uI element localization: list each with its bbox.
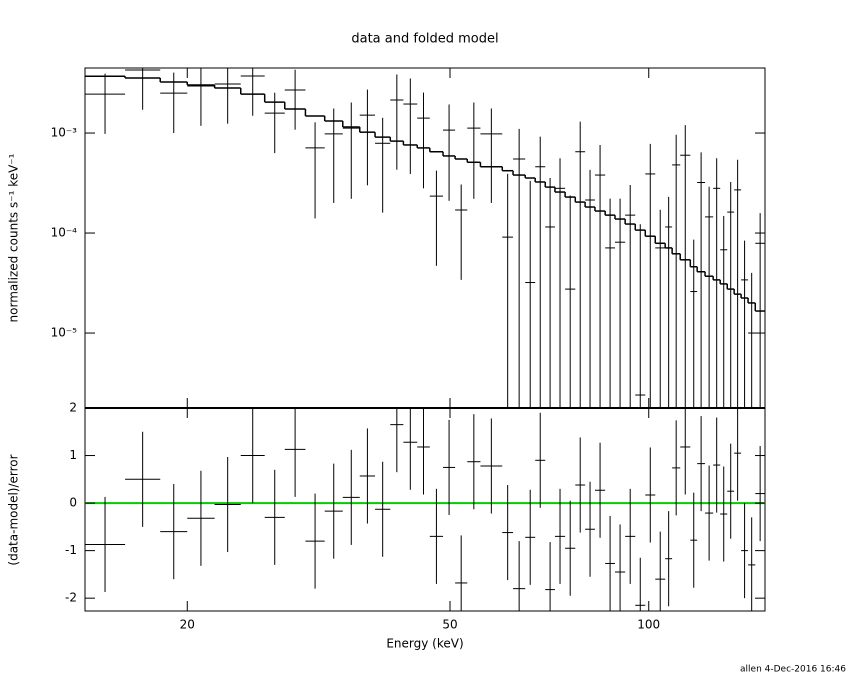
y-tick-label: 1 (69, 448, 77, 462)
chart-title: data and folded model (351, 32, 498, 47)
x-axis-label: Energy (keV) (386, 637, 463, 651)
y-tick-label: 2 (69, 401, 77, 415)
plot-area (85, 68, 765, 408)
y-tick-label: 10⁻⁴ (51, 226, 78, 240)
footer: allen 4-Dec-2016 16:46 (740, 665, 846, 675)
y-axis-label: (data-model)/error (7, 454, 21, 565)
y-tick-label: 10⁻³ (51, 126, 78, 140)
y-axis-label: normalized counts s⁻¹ keV⁻¹ (7, 153, 21, 322)
x-tick-label: 100 (637, 618, 660, 632)
y-tick-label: -1 (65, 543, 77, 557)
plot-area (85, 408, 765, 611)
y-tick-label: 10⁻⁵ (51, 326, 78, 340)
x-tick-label: 20 (180, 618, 195, 632)
y-tick-label: -2 (65, 591, 77, 605)
frame (84, 407, 766, 612)
frame (84, 67, 766, 409)
x-tick-label: 50 (442, 618, 457, 632)
y-tick-label: 0 (69, 496, 77, 510)
